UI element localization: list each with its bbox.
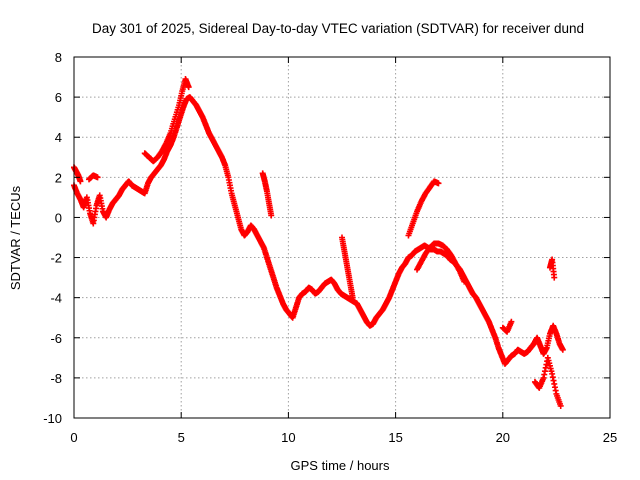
data-point [508, 318, 515, 325]
data-point [559, 346, 566, 353]
data-point [268, 212, 275, 219]
data-point [77, 178, 84, 185]
y-tick-label: -10 [43, 411, 62, 426]
y-tick-label: 6 [55, 90, 62, 105]
series-upper-branches [71, 76, 558, 335]
data-point [551, 274, 558, 281]
x-axis-label: GPS time / hours [291, 458, 390, 473]
data-point [557, 402, 564, 409]
y-tick-label: 4 [55, 130, 62, 145]
x-tick-label: 15 [388, 430, 402, 445]
chart-title: Day 301 of 2025, Sidereal Day-to-day VTE… [92, 21, 584, 36]
y-tick-label: 2 [55, 170, 62, 185]
tick-label-layer: 0 5 10 15 20 25 -10 -8 -6 -4 -2 0 2 4 6 8 [43, 50, 617, 445]
data-point [549, 256, 557, 278]
data-point [549, 370, 559, 394]
x-tick-label: 10 [281, 430, 295, 445]
series-main-track [71, 94, 566, 367]
y-tick-label: 0 [55, 210, 62, 225]
y-tick-label: -8 [50, 371, 62, 386]
x-tick-label: 25 [603, 430, 617, 445]
tick-layer [73, 56, 611, 419]
y-tick-label: 8 [55, 50, 62, 65]
series-layer [71, 76, 566, 409]
x-tick-label: 20 [496, 430, 510, 445]
data-point [349, 294, 356, 301]
x-tick-label: 5 [178, 430, 185, 445]
y-tick-label: -4 [50, 291, 62, 306]
data-point [461, 278, 468, 285]
data-point [185, 84, 192, 91]
data-point [435, 180, 442, 187]
x-tick-label: 0 [70, 430, 77, 445]
grid-layer [74, 57, 610, 418]
y-tick-label: -6 [50, 331, 62, 346]
data-point [94, 174, 101, 181]
data-point [90, 205, 99, 227]
plot-frame [73, 56, 611, 419]
y-axis-label: SDTVAR / TECUs [8, 185, 23, 290]
series-lower-branches [414, 240, 564, 409]
y-tick-label: -2 [50, 251, 62, 266]
